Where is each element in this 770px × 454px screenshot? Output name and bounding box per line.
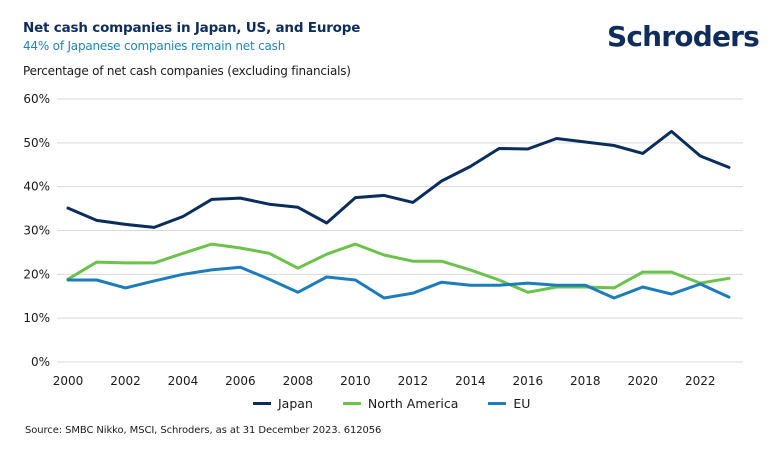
series-line-japan bbox=[66, 129, 731, 229]
schroders-logo: Schroders bbox=[607, 20, 760, 53]
y-tick-label: 20% bbox=[23, 267, 50, 281]
x-tick-label: 2018 bbox=[570, 374, 601, 388]
y-tick-label: 50% bbox=[23, 136, 50, 150]
x-tick-label: 2000 bbox=[53, 374, 84, 388]
legend-swatch-eu bbox=[488, 402, 507, 405]
source-note: Source: SMBC Nikko, MSCI, Schroders, as … bbox=[25, 425, 382, 436]
y-tick-label: 30% bbox=[23, 224, 50, 238]
x-tick-label: 2012 bbox=[398, 374, 429, 388]
y-tick-label: 0% bbox=[31, 355, 50, 369]
y-axis-caption: Percentage of net cash companies (exclud… bbox=[23, 64, 351, 78]
gridlines bbox=[57, 98, 743, 363]
y-tick-label: 40% bbox=[23, 180, 50, 194]
legend-swatch-japan bbox=[253, 402, 271, 405]
legend-item-eu: EU bbox=[488, 396, 530, 411]
legend-item-north-america: North America bbox=[342, 396, 459, 411]
series-line-eu bbox=[66, 265, 731, 300]
legend-label-japan: Japan bbox=[278, 396, 313, 411]
x-tick-label: 2006 bbox=[225, 374, 256, 388]
x-tick-label: 2010 bbox=[340, 374, 371, 388]
legend-swatch-north-america bbox=[342, 402, 361, 405]
y-axis-ticks: 0% 10% 20% 30% 40% 50% 60% bbox=[23, 92, 50, 369]
x-tick-label: 2004 bbox=[168, 374, 199, 388]
legend: Japan North America EU bbox=[253, 396, 530, 411]
x-tick-label: 2014 bbox=[455, 374, 486, 388]
legend-label-eu: EU bbox=[513, 396, 531, 411]
x-tick-label: 2016 bbox=[513, 374, 544, 388]
y-tick-label: 60% bbox=[23, 92, 50, 106]
x-tick-label: 2002 bbox=[110, 374, 141, 388]
legend-item-japan: Japan bbox=[253, 396, 313, 411]
series-line-north-america bbox=[66, 242, 731, 294]
y-tick-label: 10% bbox=[23, 311, 50, 325]
x-axis-ticks: 2000 2002 2004 2006 2008 2010 2012 2014 2016 2018… bbox=[53, 374, 716, 388]
legend-label-north-america: North America bbox=[367, 396, 459, 411]
series-lines bbox=[66, 129, 731, 300]
x-tick-label: 2020 bbox=[628, 374, 659, 388]
x-tick-label: 2022 bbox=[685, 374, 716, 388]
chart-title: Net cash companies in Japan, US, and Eur… bbox=[23, 20, 361, 36]
x-tick-label: 2008 bbox=[283, 374, 314, 388]
chart-subtitle: 44% of Japanese companies remain net cas… bbox=[23, 39, 286, 53]
